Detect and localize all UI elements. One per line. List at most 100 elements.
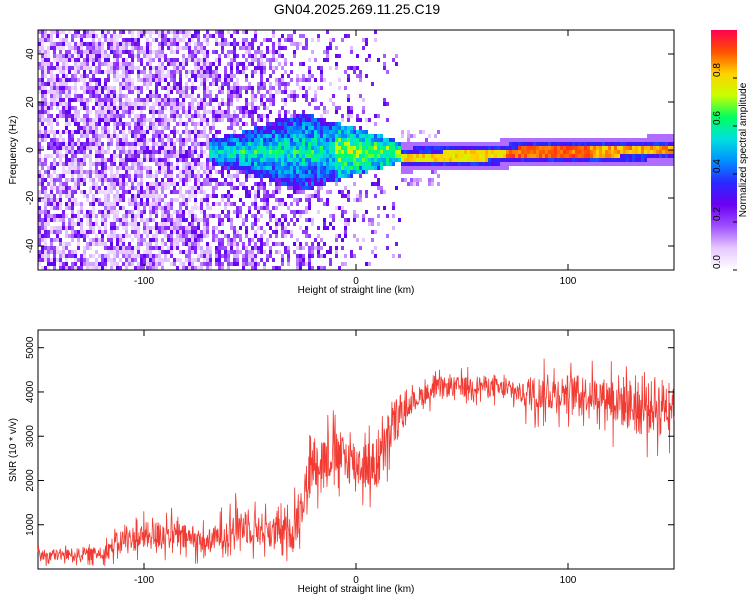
spectrogram-cell bbox=[56, 142, 59, 146]
spectrogram-cell bbox=[104, 162, 107, 166]
spectrogram-cell bbox=[89, 42, 92, 46]
spectrogram-cell bbox=[386, 154, 389, 158]
spectrogram-cell bbox=[113, 126, 116, 130]
spectrogram-cell bbox=[263, 170, 266, 174]
spectrogram-cell bbox=[512, 146, 515, 150]
spectrogram-cell bbox=[161, 138, 164, 142]
spectrogram-cell bbox=[206, 38, 209, 42]
spectrogram-cell bbox=[374, 150, 377, 154]
spectrogram-cell bbox=[485, 146, 488, 150]
spectrogram-cell bbox=[188, 178, 191, 182]
spectrogram-cell bbox=[209, 70, 212, 74]
spectrogram-cell bbox=[200, 166, 203, 170]
spectrogram-cell bbox=[110, 86, 113, 90]
spectrogram-cell bbox=[281, 254, 284, 258]
spectrogram-cell bbox=[86, 106, 89, 110]
spectrogram-cell bbox=[317, 254, 320, 258]
spectrogram-cell bbox=[452, 158, 455, 162]
spectrogram-cell bbox=[83, 142, 86, 146]
spectrogram-cell bbox=[119, 130, 122, 134]
spectrogram-cell bbox=[167, 246, 170, 250]
spectrogram-cell bbox=[233, 162, 236, 166]
spectrogram-cell bbox=[227, 166, 230, 170]
spectrogram-cell bbox=[59, 142, 62, 146]
spectrogram-cell bbox=[503, 166, 506, 170]
spectrogram-cell bbox=[563, 138, 566, 142]
spectrogram-cell bbox=[197, 246, 200, 250]
spectrogram-cell bbox=[176, 38, 179, 42]
spectrogram-cell bbox=[428, 166, 431, 170]
spectrogram-cell bbox=[458, 154, 461, 158]
spectrogram-cell bbox=[215, 238, 218, 242]
spectrogram-cell bbox=[191, 142, 194, 146]
spectrogram-cell bbox=[281, 138, 284, 142]
spectrogram-cell bbox=[293, 54, 296, 58]
spectrogram-cell bbox=[56, 226, 59, 230]
spectrogram-cell bbox=[194, 46, 197, 50]
spectrogram-cell bbox=[419, 162, 422, 166]
spectrogram-cell bbox=[125, 258, 128, 262]
spectrogram-cell bbox=[137, 190, 140, 194]
spectrogram-cell bbox=[278, 242, 281, 246]
spectrogram-cell bbox=[38, 198, 41, 202]
spectrogram-cell bbox=[413, 134, 416, 138]
spectrogram-cell bbox=[203, 114, 206, 118]
spectrogram-cell bbox=[89, 162, 92, 166]
spectrogram-cell bbox=[41, 258, 44, 262]
spectrogram-cell bbox=[86, 122, 89, 126]
spectrogram-cell bbox=[404, 154, 407, 158]
spectrogram-cell bbox=[383, 54, 386, 58]
spectrogram-cell bbox=[101, 118, 104, 122]
spectrogram-cell bbox=[131, 50, 134, 54]
spectrogram-cell bbox=[110, 50, 113, 54]
spectrogram-cell bbox=[41, 230, 44, 234]
spectrogram-cell bbox=[275, 146, 278, 150]
spectrogram-cell bbox=[332, 214, 335, 218]
spectrogram-cell bbox=[110, 174, 113, 178]
spectrogram-cell bbox=[272, 58, 275, 62]
spectrogram-cell bbox=[314, 170, 317, 174]
spectrogram-cell bbox=[233, 234, 236, 238]
spectrogram-cell bbox=[362, 138, 365, 142]
spectrogram-cell bbox=[44, 162, 47, 166]
spectrogram-cell bbox=[242, 254, 245, 258]
spectrogram-cell bbox=[272, 214, 275, 218]
spectrogram-cell bbox=[611, 142, 614, 146]
spectrogram-cell bbox=[503, 154, 506, 158]
spectrogram-cell bbox=[152, 246, 155, 250]
spectrogram-cell bbox=[71, 202, 74, 206]
spectrogram-cell bbox=[134, 154, 137, 158]
spectrogram-cell bbox=[488, 154, 491, 158]
spectrogram-cell bbox=[77, 122, 80, 126]
spectrogram-cell bbox=[284, 98, 287, 102]
spectrogram-cell bbox=[119, 174, 122, 178]
spectrogram-cell bbox=[557, 158, 560, 162]
spectrogram-cell bbox=[338, 122, 341, 126]
spectrogram-cell bbox=[122, 242, 125, 246]
spectrogram-cell bbox=[236, 166, 239, 170]
spectrogram-cell bbox=[176, 154, 179, 158]
spectrogram-cell bbox=[248, 46, 251, 50]
spectrogram-cell bbox=[224, 66, 227, 70]
spectrogram-cell bbox=[65, 178, 68, 182]
spectrogram-cell bbox=[506, 146, 509, 150]
spectrogram-cell bbox=[320, 146, 323, 150]
spectrogram-cell bbox=[320, 174, 323, 178]
spectrogram-cell bbox=[155, 186, 158, 190]
spectrogram-cell bbox=[626, 138, 629, 142]
spectrogram-cell bbox=[299, 166, 302, 170]
spectrogram-cell bbox=[257, 154, 260, 158]
spectrogram-cell bbox=[383, 142, 386, 146]
spectrogram-cell bbox=[251, 238, 254, 242]
spectrogram-cell bbox=[140, 158, 143, 162]
spectrogram-cell bbox=[110, 202, 113, 206]
spectrogram-cell bbox=[146, 94, 149, 98]
spectrogram-cell bbox=[128, 262, 131, 266]
spectrogram-cell bbox=[176, 242, 179, 246]
spectrogram-cell bbox=[203, 150, 206, 154]
spectrogram-cell bbox=[158, 122, 161, 126]
spectrogram-cell bbox=[74, 230, 77, 234]
spectrogram-cell bbox=[98, 142, 101, 146]
spectrogram-cell bbox=[377, 178, 380, 182]
spectrogram-cell bbox=[107, 62, 110, 66]
